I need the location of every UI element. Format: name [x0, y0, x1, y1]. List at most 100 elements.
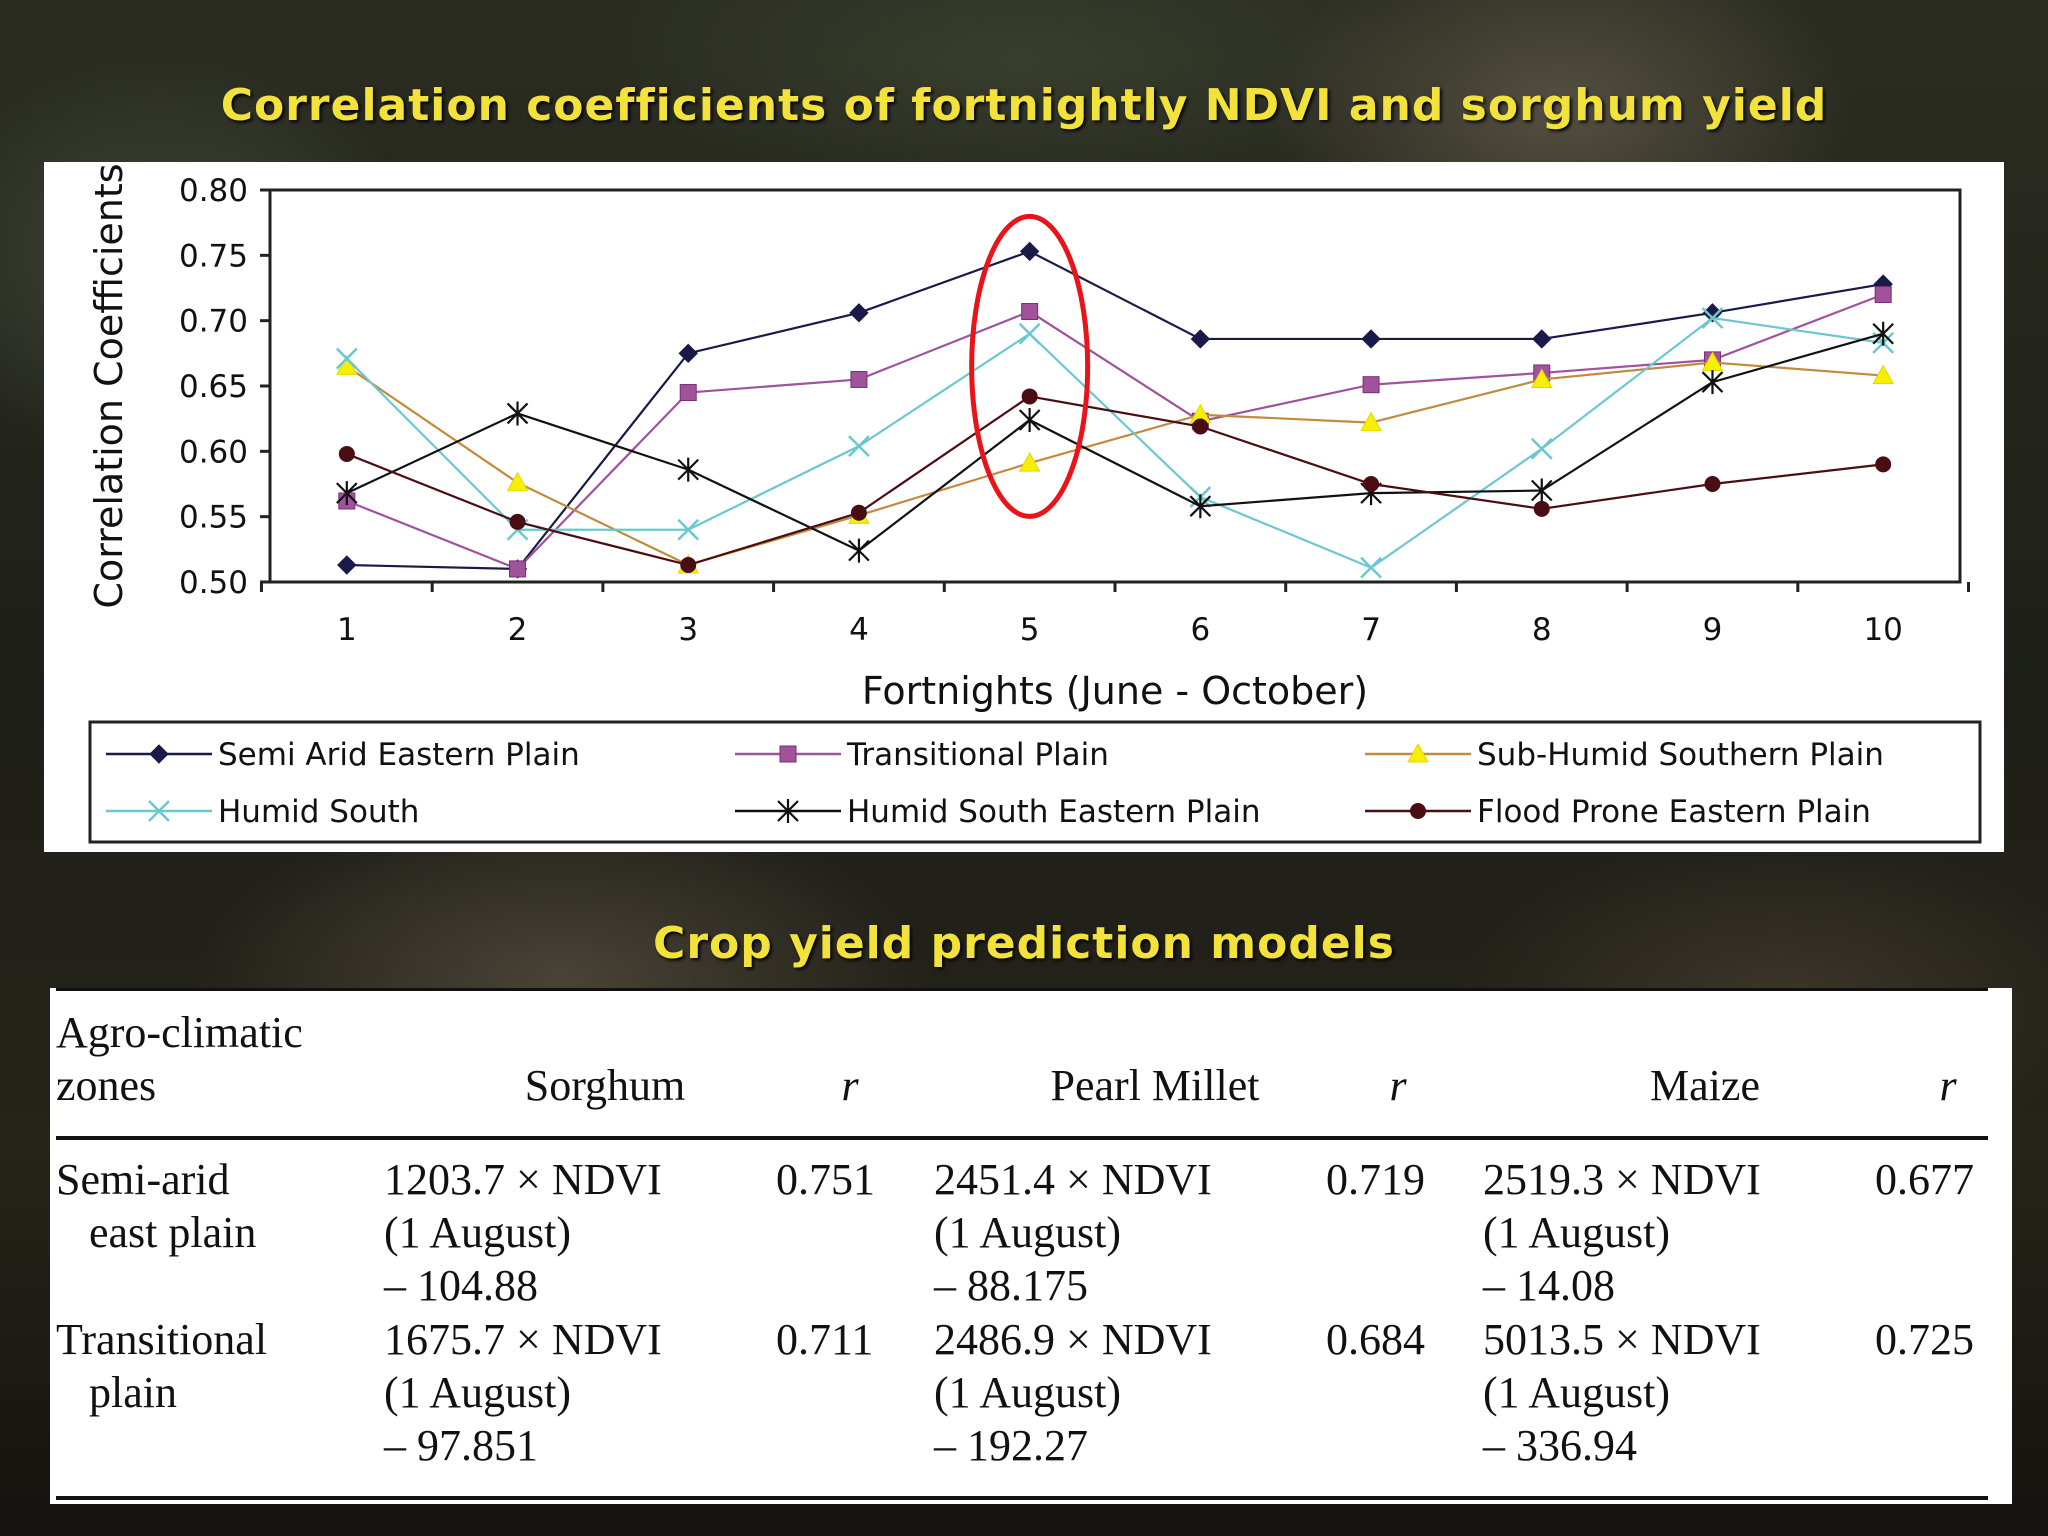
row1-zone: Semi-arid east plain — [56, 1155, 257, 1257]
y-tick-label: 0.50 — [179, 565, 248, 601]
marker-shape — [1361, 329, 1381, 349]
y-tick-label: 0.65 — [179, 369, 248, 405]
header-r-sorghum: r — [841, 1061, 859, 1110]
legend-marker — [777, 799, 799, 823]
legend-box — [88, 720, 1982, 844]
legend-entry: Flood Prone Eastern Plain — [1365, 794, 1871, 830]
row1-maize-r: 0.677 — [1875, 1155, 1974, 1204]
legend-label: Semi Arid Eastern Plain — [218, 737, 580, 773]
y-tick-label: 0.55 — [179, 500, 248, 536]
marker-shape — [677, 518, 700, 541]
marker-shape — [1874, 286, 1892, 304]
marker-shape — [149, 744, 169, 764]
data-point — [1018, 322, 1041, 345]
x-tick-label: 4 — [849, 612, 869, 648]
chart-panel: 0.50 0.55 0.60 0.65 0.70 0.75 0.80 1 2 3 4 5 6 7 8 9 10 F… — [44, 162, 2004, 852]
marker-shape — [509, 560, 527, 578]
marker-shape — [848, 435, 870, 457]
marker-shape — [1019, 241, 1040, 262]
data-point — [1872, 321, 1894, 346]
data-point — [1361, 329, 1381, 349]
legend-entry: Humid South Eastern Plain — [735, 794, 1260, 830]
row2-millet-r: 0.684 — [1326, 1315, 1425, 1364]
header-zones: Agro-climatic zones — [56, 1008, 303, 1110]
table-title: Crop yield prediction models — [653, 918, 1395, 969]
series-line — [346, 250, 1884, 571]
row2-maize-model: 5013.5 × NDVI (1 August) – 336.94 — [1483, 1315, 1761, 1470]
marker-shape — [1530, 478, 1553, 503]
data-point — [1704, 476, 1721, 492]
marker-shape — [336, 481, 358, 506]
header-maize: Maize — [1650, 1061, 1760, 1110]
series-humid-south — [335, 307, 1895, 579]
legend-marker — [779, 745, 797, 763]
chart-title: Correlation coefficients of fortnightly … — [220, 80, 1828, 131]
marker-shape — [1189, 494, 1212, 519]
x-axis-title: Fortnights (June - October) — [862, 669, 1368, 713]
data-point — [1360, 556, 1382, 579]
row2-zone: Transitional plain — [56, 1315, 268, 1417]
data-point — [1874, 286, 1892, 304]
row2-millet-model: 2486.9 × NDVI (1 August) – 192.27 — [934, 1315, 1212, 1470]
marker-shape — [1021, 388, 1038, 405]
data-point — [1702, 303, 1723, 323]
marker-shape — [680, 557, 697, 574]
series-line — [346, 316, 1884, 569]
data-point — [1533, 500, 1550, 517]
row2-sorghum-model: 1675.7 × NDVI (1 August) – 97.851 — [384, 1315, 662, 1470]
header-sorghum: Sorghum — [524, 1061, 686, 1110]
x-tick-label: 10 — [1863, 612, 1902, 648]
row1-sorghum-model: 1203.7 × NDVI (1 August) – 104.88 — [384, 1155, 662, 1310]
marker-shape — [506, 401, 529, 426]
data-point — [335, 355, 358, 375]
row1-millet-model: 2451.4 × NDVI (1 August) – 88.175 — [934, 1155, 1212, 1310]
legend-marker — [1410, 803, 1426, 819]
data-point — [1360, 411, 1382, 432]
table-header-rule — [56, 1136, 1988, 1140]
marker-shape — [1702, 303, 1723, 323]
marker-shape — [1533, 500, 1550, 517]
legend-entry: Transitional Plain — [735, 737, 1109, 773]
marker-shape — [335, 347, 358, 370]
data-point — [1701, 307, 1724, 329]
legend-marker — [148, 800, 170, 822]
data-point — [679, 384, 697, 402]
marker-shape — [509, 513, 526, 530]
marker-shape — [679, 384, 697, 402]
series-flood-prone-eastern-plain — [338, 388, 1892, 574]
header-pearl-millet: Pearl Millet — [1050, 1061, 1260, 1110]
marker-shape — [1363, 476, 1380, 492]
data-point — [1021, 303, 1039, 321]
data-point — [1701, 370, 1724, 395]
data-point — [1530, 368, 1553, 388]
data-point — [335, 347, 358, 370]
marker-shape — [338, 445, 355, 462]
legend-label: Flood Prone Eastern Plain — [1477, 794, 1871, 830]
x-tick-label: 6 — [1190, 612, 1210, 648]
x-tick-label: 7 — [1361, 612, 1381, 648]
legend-label: Sub-Humid Southern Plain — [1477, 737, 1884, 773]
marker-shape — [1701, 307, 1724, 329]
marker-shape — [1018, 322, 1041, 345]
marker-shape — [1360, 411, 1382, 432]
data-point — [1189, 494, 1212, 519]
x-tick-label: 5 — [1020, 612, 1040, 648]
data-point — [678, 343, 698, 364]
marker-shape — [678, 343, 698, 364]
row1-millet-r: 0.719 — [1326, 1155, 1425, 1204]
row1-sorghum-r: 0.751 — [776, 1155, 875, 1204]
marker-shape — [1410, 803, 1426, 819]
data-point — [338, 445, 355, 462]
series-semi-arid-eastern-plain — [337, 241, 1893, 579]
data-point — [1190, 329, 1211, 349]
marker-shape — [335, 355, 358, 375]
marker-shape — [1872, 364, 1895, 385]
legend-label: Transitional Plain — [846, 737, 1109, 773]
marker-shape — [849, 303, 869, 323]
marker-shape — [779, 745, 797, 763]
marker-shape — [1018, 407, 1041, 432]
marker-shape — [1530, 368, 1553, 388]
data-point — [506, 401, 529, 426]
data-point — [850, 504, 867, 521]
marker-shape — [1532, 329, 1552, 349]
